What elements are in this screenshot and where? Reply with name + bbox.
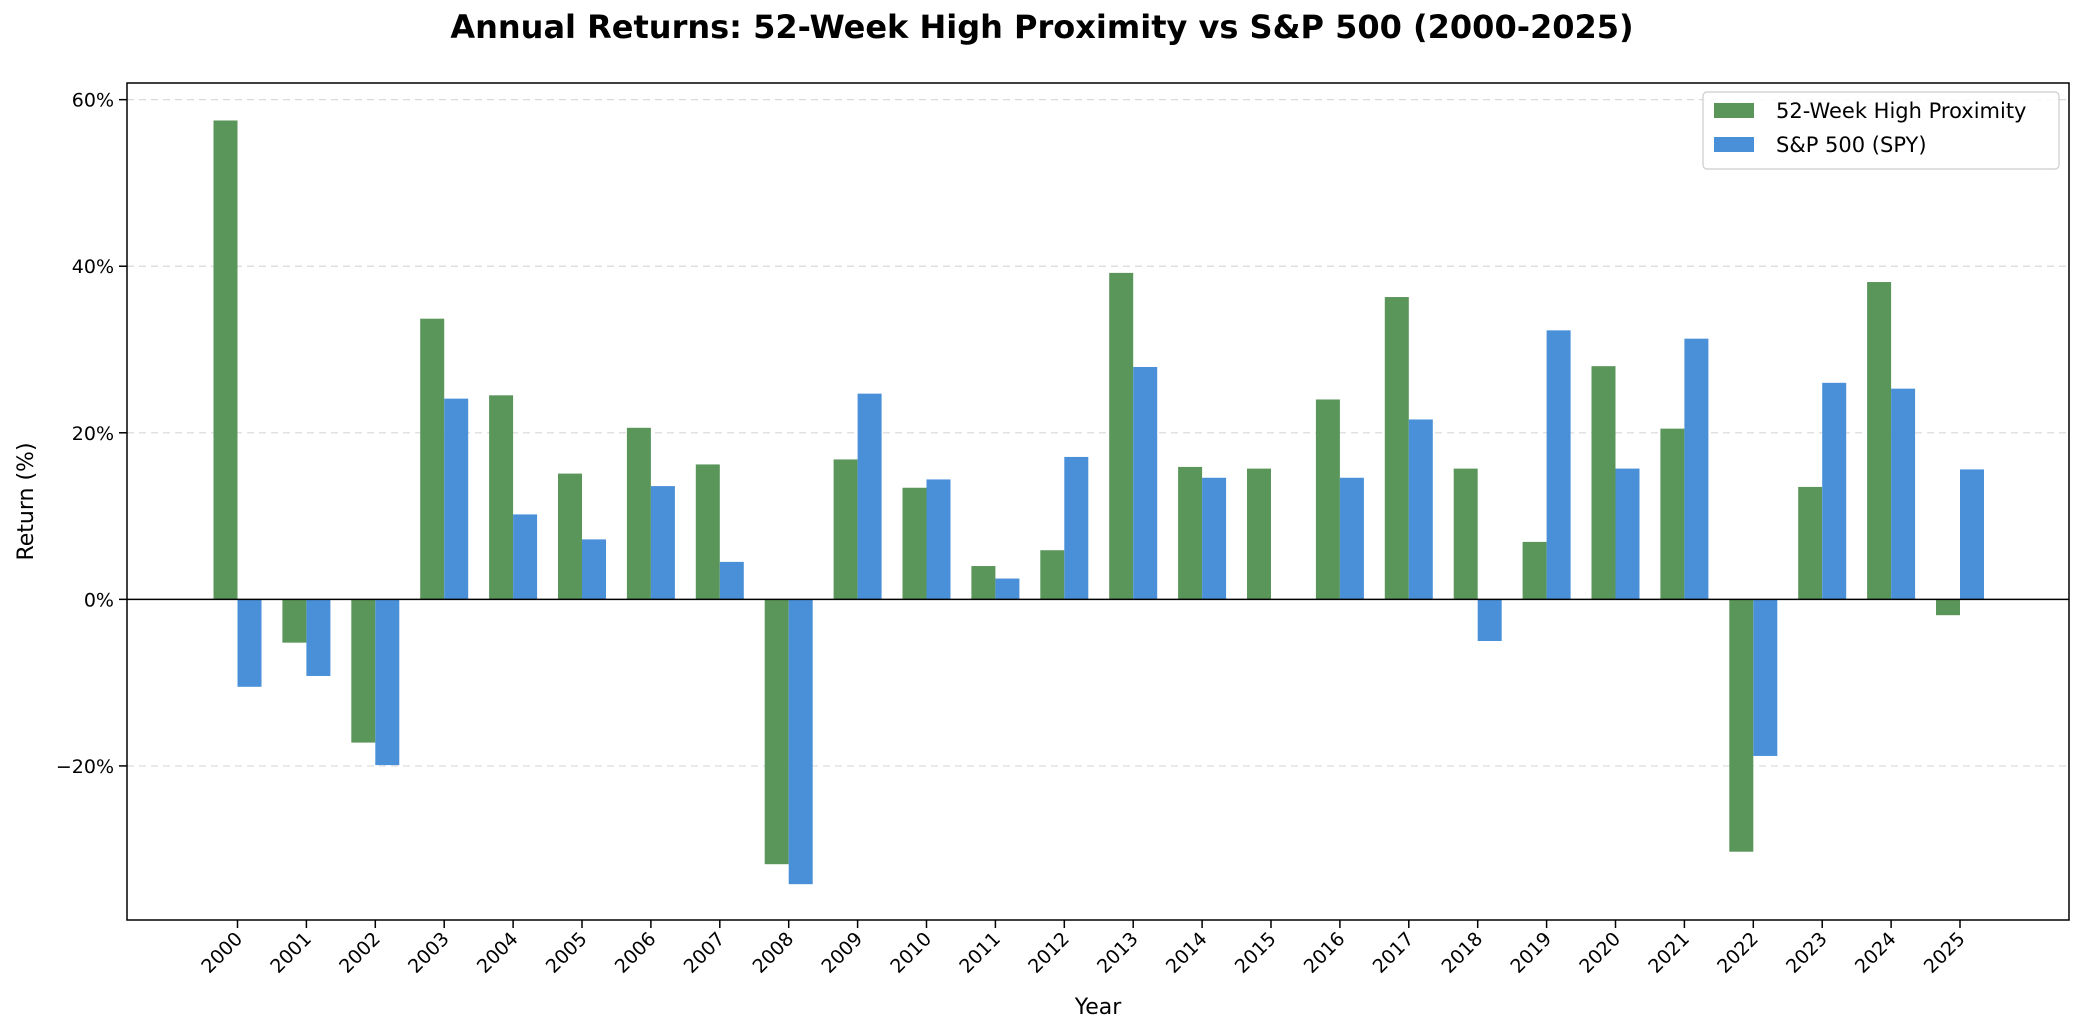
bar-spy-2023 (1822, 382, 1847, 600)
bar-spy-2012 (1064, 456, 1089, 600)
bar-proximity-2010 (902, 487, 927, 600)
legend-label: 52-Week High Proximity (1776, 99, 2026, 123)
x-tick-label: 2009 (817, 928, 867, 978)
x-tick-label: 2005 (542, 928, 592, 978)
x-tick-label: 2017 (1369, 928, 1419, 978)
legend-swatch (1714, 103, 1754, 118)
bar-spy-2016 (1339, 477, 1364, 600)
bar-proximity-2016 (1315, 399, 1340, 600)
bar-spy-2007 (719, 561, 744, 600)
bar-spy-2009 (857, 393, 882, 600)
x-tick-label: 2014 (1162, 928, 1212, 978)
y-gridlines (127, 99, 2069, 767)
x-tick-label: 2019 (1506, 928, 1556, 978)
bar-proximity-2001 (282, 599, 307, 643)
bar-spy-2004 (513, 514, 538, 600)
x-tick-label: 2000 (197, 928, 247, 978)
bar-spy-2005 (582, 539, 606, 600)
x-tick-label: 2020 (1575, 928, 1625, 978)
bar-proximity-2005 (558, 473, 582, 600)
x-tick-label: 2018 (1437, 928, 1487, 978)
bar-proximity-2013 (1109, 272, 1134, 600)
bar-proximity-2014 (1178, 466, 1203, 600)
bar-proximity-2022 (1729, 599, 1754, 852)
bar-spy-2014 (1202, 477, 1227, 600)
x-tick-label: 2003 (404, 928, 454, 978)
bar-proximity-2019 (1522, 541, 1547, 600)
x-tick-label: 2015 (1231, 928, 1281, 978)
x-tick-label: 2008 (748, 928, 798, 978)
x-tick-label: 2024 (1851, 928, 1901, 978)
x-tick-label: 2016 (1300, 928, 1350, 978)
bar-spy-2021 (1684, 338, 1709, 600)
y-axis: −20% 0% 20% 40% 60% (56, 90, 127, 778)
plot-area-frame (126, 82, 2070, 921)
x-tick-label: 2002 (335, 928, 385, 978)
x-tick-label: 2007 (680, 928, 730, 978)
bar-spy-2017 (1408, 419, 1433, 600)
bar-proximity-2002 (351, 599, 376, 743)
x-tick-label: 2011 (955, 928, 1005, 978)
bar-spy-2022 (1753, 599, 1778, 756)
x-tick-label: 2001 (266, 928, 316, 978)
bar-proximity-2015 (1247, 468, 1271, 600)
bar-proximity-2007 (695, 464, 720, 600)
x-tick-label: 2004 (473, 928, 523, 978)
bar-spy-2019 (1546, 330, 1571, 600)
bar-spy-2010 (926, 479, 951, 600)
bar-proximity-2000 (213, 120, 238, 600)
y-tick-label: 60% (72, 90, 114, 112)
bar-spy-2006 (650, 486, 675, 600)
bar-proximity-2006 (626, 427, 651, 600)
y-tick-label: 40% (72, 256, 114, 278)
bar-spy-2000 (237, 599, 262, 687)
bar-proximity-2009 (833, 459, 858, 600)
bar-proximity-2024 (1867, 282, 1892, 600)
bar-spy-2020 (1615, 468, 1640, 600)
bar-proximity-2023 (1798, 486, 1823, 600)
bar-proximity-2012 (1040, 550, 1065, 600)
bar-spy-2001 (306, 599, 331, 676)
legend-swatch (1714, 137, 1754, 152)
bar-spy-2008 (788, 599, 813, 885)
y-axis-label: Return (%) (14, 442, 39, 560)
x-axis-label: Year (1074, 995, 1123, 1020)
bar-spy-2003 (444, 398, 469, 600)
x-axis: 2000 2001 2002 2003 2004 2005 2006 2007 2008 2009… (197, 920, 1970, 978)
bar-spy-2018 (1477, 599, 1502, 641)
legend: 52-Week High Proximity S&P 500 (SPY) (1702, 91, 2060, 170)
x-tick-label: 2023 (1782, 928, 1832, 978)
x-tick-label: 2006 (611, 928, 661, 978)
y-tick-label: 0% (84, 589, 114, 611)
bar-spy-2011 (995, 578, 1020, 600)
bar-proximity-2004 (489, 395, 514, 600)
x-tick-label: 2013 (1093, 928, 1143, 978)
bar-proximity-2021 (1660, 428, 1685, 600)
bar-proximity-2017 (1384, 297, 1409, 600)
bar-proximity-2020 (1591, 366, 1616, 600)
bar-proximity-2008 (764, 599, 789, 865)
legend-label: S&P 500 (SPY) (1776, 133, 1927, 157)
x-tick-label: 2021 (1644, 928, 1694, 978)
bar-spy-2002 (375, 599, 400, 766)
bar-proximity-2011 (971, 566, 996, 600)
bar-proximity-2018 (1453, 468, 1478, 600)
legend-box (1702, 91, 2060, 170)
x-tick-label: 2022 (1713, 928, 1763, 978)
bar-proximity-2003 (420, 318, 445, 600)
x-tick-label: 2010 (886, 928, 936, 978)
x-tick-label: 2012 (1024, 928, 1074, 978)
bar-proximity-2025 (1936, 599, 1960, 616)
x-tick-label: 2025 (1920, 928, 1970, 978)
bar-spy-2013 (1133, 366, 1158, 600)
bar-spy-2024 (1891, 388, 1916, 600)
bar-spy-2025 (1960, 469, 1984, 600)
y-tick-label: −20% (56, 756, 114, 778)
chart-title: Annual Returns: 52-Week High Proximity v… (450, 8, 1634, 46)
bars (213, 120, 1984, 885)
y-tick-label: 20% (72, 423, 114, 445)
